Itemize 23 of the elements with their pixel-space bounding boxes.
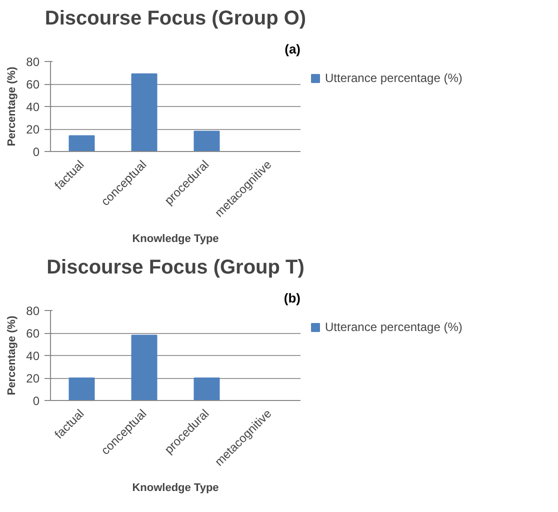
y-tick-label: 0 [32, 394, 40, 408]
y-tick-label: 60 [26, 78, 40, 92]
y-tick-label: 40 [26, 100, 40, 114]
legend-label: Utterance percentage (%) [325, 320, 462, 334]
y-tick-label: 0 [32, 145, 40, 159]
y-tick-label: 80 [26, 55, 40, 69]
text: (a) [284, 42, 300, 56]
text: (b) [284, 290, 301, 306]
legend-label: Utterance percentage (%) [325, 71, 462, 85]
y-tick-label: 60 [26, 326, 40, 340]
y-tick-label: 20 [26, 122, 40, 136]
bar [194, 130, 220, 152]
y-tick-label: 20 [26, 372, 40, 386]
y-tick-label: 40 [26, 349, 40, 363]
x-axis-title: Knowledge Type [132, 232, 219, 245]
y-axis-title: Percentage (%) [6, 66, 18, 146]
y-axis-title: Percentage (%) [6, 315, 18, 396]
chart-title: Discourse Focus (Group O) [44, 8, 306, 30]
bar [131, 73, 158, 152]
bar [68, 135, 95, 152]
x-axis-title: Knowledge Type [132, 482, 219, 494]
chart-title: Discourse Focus (Group T) [46, 256, 304, 278]
y-tick-label: 80 [26, 304, 40, 318]
